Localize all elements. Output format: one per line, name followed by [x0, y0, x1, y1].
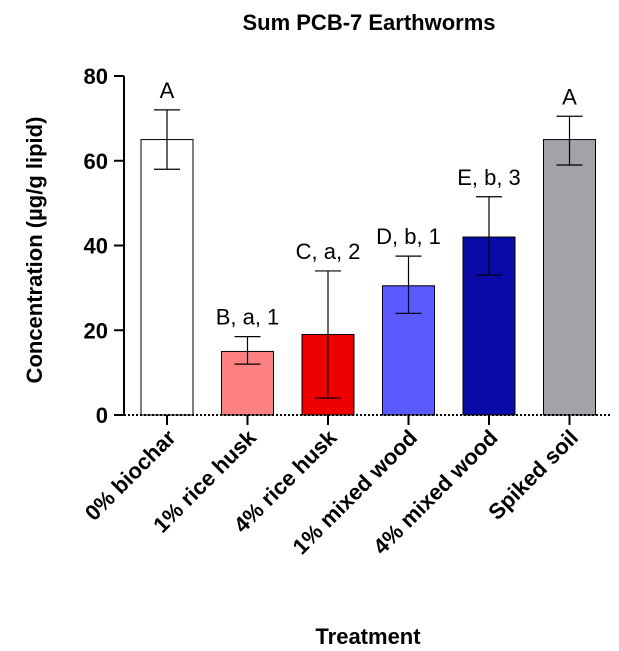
significance-label: A	[160, 78, 175, 103]
y-tick-label: 20	[84, 318, 108, 343]
y-axis-label: Concentration (µg/g lipid)	[22, 117, 47, 384]
significance-label: E, b, 3	[457, 165, 521, 190]
y-tick-label: 40	[84, 234, 108, 259]
significance-label: D, b, 1	[376, 224, 441, 249]
significance-label: B, a, 1	[216, 305, 280, 330]
x-axis-label: Treatment	[315, 624, 421, 649]
y-tick-label: 0	[96, 403, 108, 428]
bar	[140, 139, 194, 416]
chart-title: Sum PCB-7 Earthworms	[242, 10, 495, 35]
bar	[543, 139, 596, 416]
y-tick-label: 60	[84, 149, 108, 174]
significance-label: A	[562, 84, 577, 109]
y-tick-label: 80	[84, 64, 108, 89]
significance-label: C, a, 2	[296, 239, 361, 264]
